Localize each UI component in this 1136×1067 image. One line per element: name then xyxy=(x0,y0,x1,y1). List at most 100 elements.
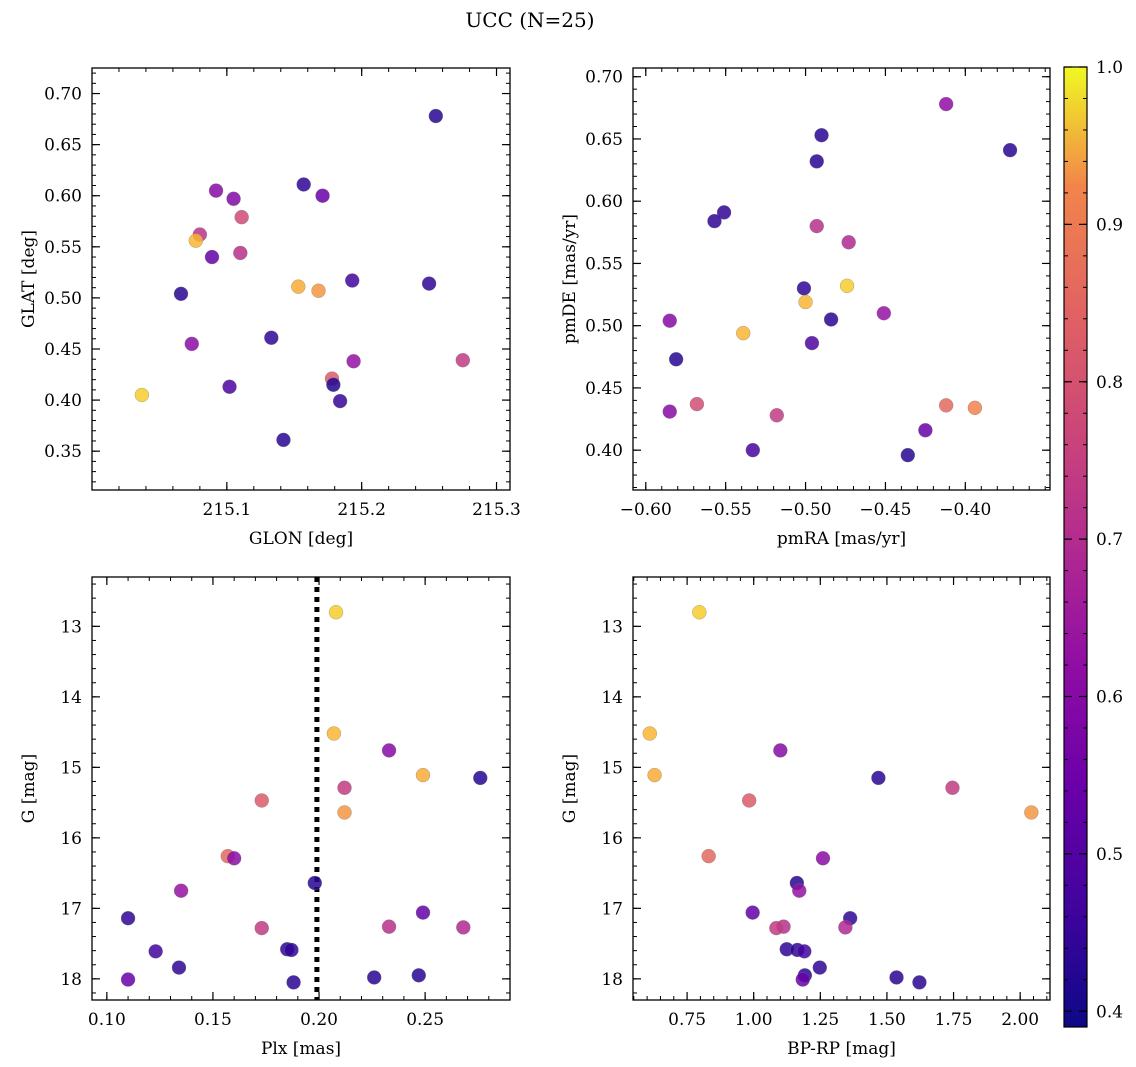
y-tick-label: 16 xyxy=(601,829,623,849)
x-tick-label: 1.00 xyxy=(735,1010,773,1030)
scatter-point xyxy=(366,970,382,985)
scatter-point xyxy=(773,743,788,758)
scatter-point xyxy=(276,432,291,448)
scatter-point xyxy=(120,910,136,926)
scatter-point xyxy=(692,605,707,620)
y-axis-label: G [mag] xyxy=(19,754,39,823)
scatter-point xyxy=(120,972,136,987)
x-tick-label: 1.50 xyxy=(868,1010,906,1030)
colorbar-tick-label: 0.5 xyxy=(1096,845,1123,865)
colorbar-frame xyxy=(1063,66,1088,1028)
y-tick-label: 14 xyxy=(60,688,82,708)
scatter-point xyxy=(411,968,427,983)
scatter-point xyxy=(286,975,301,990)
scatter-point xyxy=(812,960,828,975)
scatter-point xyxy=(662,404,677,419)
scatter-point xyxy=(148,944,163,959)
scatter-point xyxy=(381,919,397,934)
scatter-point xyxy=(337,805,352,820)
scatter-point xyxy=(876,305,892,321)
y-tick-label: 18 xyxy=(601,970,623,990)
x-tick-label: 2.00 xyxy=(1001,1010,1039,1030)
scatter-point xyxy=(208,183,224,198)
scatter-point xyxy=(421,276,437,291)
x-tick-label: 0.75 xyxy=(668,1010,706,1030)
x-tick-label: 0.20 xyxy=(300,1010,338,1030)
y-tick-label: 0.65 xyxy=(44,136,82,156)
scatter-point xyxy=(226,851,242,866)
x-axis-label: pmRA [mas/yr] xyxy=(777,529,906,549)
scatter-point xyxy=(233,245,248,261)
scatter-point xyxy=(307,875,323,891)
y-tick-label: 0.35 xyxy=(44,442,82,462)
panel-bprp-g: 0.75 1.00 1.25 1.50 1.75 2.00 13 14 15 16 17 18 BP-R… xyxy=(560,576,1051,1059)
scatter-point xyxy=(745,442,761,458)
x-axis-label: GLON [deg] xyxy=(249,529,353,549)
scatter-point xyxy=(254,793,269,808)
panel-plx-g: 0.10 0.15 0.20 0.25 13 14 15 16 17 18 Plx [mas] G [… xyxy=(19,576,511,1059)
x-tick-label: −0.45 xyxy=(859,500,911,520)
figure-title: UCC (N=25) xyxy=(465,8,594,32)
scatter-point xyxy=(254,920,269,936)
y-tick-label: 0.40 xyxy=(585,441,623,461)
scatter-point xyxy=(188,233,204,248)
scatter-point xyxy=(809,218,824,234)
scatter-point xyxy=(938,398,954,413)
y-axis-label: pmDE [mas/yr] xyxy=(560,214,580,344)
scatter-point xyxy=(456,920,471,935)
y-tick-label: 15 xyxy=(601,758,623,778)
scatter-point xyxy=(823,312,839,327)
x-tick-label: 215.1 xyxy=(203,500,252,520)
scatter-point xyxy=(204,249,220,265)
scatter-point xyxy=(173,883,189,898)
scatter-point xyxy=(814,127,829,143)
scatter-point xyxy=(745,905,760,920)
scatter-point xyxy=(415,905,431,920)
y-tick-label: 17 xyxy=(60,899,82,919)
axes-frame xyxy=(632,67,1051,491)
y-tick-label: 17 xyxy=(601,899,623,919)
scatter-point xyxy=(841,235,856,250)
scatter-point xyxy=(804,335,820,351)
scatter-point xyxy=(337,780,352,796)
scatter-point xyxy=(938,96,954,112)
scatter-point xyxy=(967,400,983,416)
scatter-point xyxy=(332,393,348,409)
colorbar-tick-label: 0.6 xyxy=(1096,688,1123,708)
scatter-point xyxy=(346,354,361,369)
y-axis-label: G [mag] xyxy=(560,754,580,823)
y-tick-label: 0.45 xyxy=(585,379,623,399)
x-tick-label: 215.3 xyxy=(472,500,521,520)
scatter-point xyxy=(668,352,684,367)
scatter-point xyxy=(792,883,807,898)
y-tick-label: 15 xyxy=(60,758,82,778)
scatter-point xyxy=(455,352,471,368)
y-tick-label: 0.60 xyxy=(585,192,623,212)
scatter-point xyxy=(415,767,431,783)
x-axis-label: Plx [mas] xyxy=(261,1039,341,1059)
panel-glon-glat: 215.1 215.2 215.3 0.35 0.40 0.45 0.50 0.55 0.60 0… xyxy=(19,67,521,549)
colorbar-tick-label: 0.7 xyxy=(1096,530,1123,550)
scatter-point xyxy=(889,970,904,985)
scatter-point xyxy=(796,281,812,296)
axes-frame xyxy=(91,67,511,491)
scatter-point xyxy=(222,379,237,395)
colorbar-tick-label: 0.8 xyxy=(1096,373,1123,393)
x-tick-label: 215.2 xyxy=(337,500,386,520)
y-tick-label: 0.50 xyxy=(585,317,623,337)
scatter-point xyxy=(945,780,960,796)
scatter-point xyxy=(797,944,812,959)
y-tick-label: 0.55 xyxy=(44,238,82,258)
scatter-point xyxy=(381,743,397,758)
scatter-point xyxy=(226,191,241,207)
scatter-point xyxy=(798,294,813,310)
scatter-point xyxy=(912,975,927,990)
scatter-point xyxy=(264,330,279,346)
scatter-point xyxy=(838,920,853,935)
scatter-point xyxy=(689,396,705,412)
scatter-point xyxy=(428,108,444,124)
scatter-point xyxy=(234,209,249,225)
scatter-point xyxy=(871,770,886,786)
x-tick-label: −0.60 xyxy=(620,500,672,520)
